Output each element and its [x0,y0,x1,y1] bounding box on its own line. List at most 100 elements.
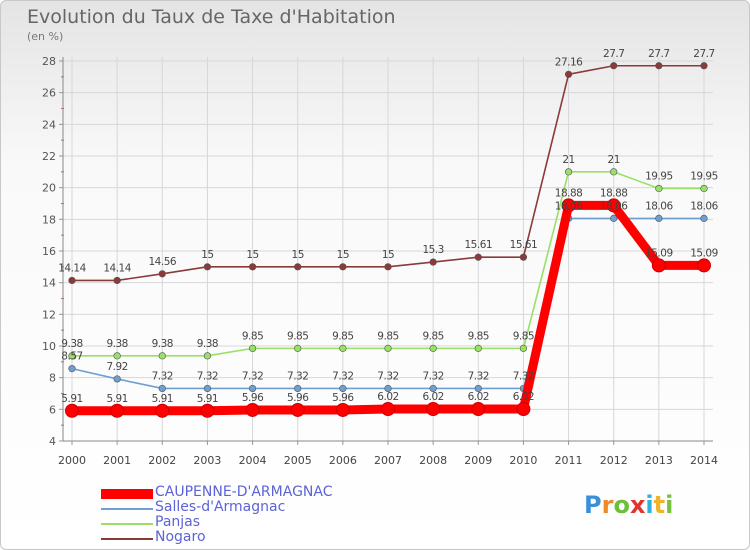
y-tick-label: 16 [42,245,56,258]
data-label-panjas: 9.85 [242,330,263,342]
chart-subtitle: (en %) [27,30,64,43]
x-tick-label: 2006 [329,454,357,467]
y-tick-label: 14 [42,277,56,290]
data-label-panjas: 9.38 [61,338,82,350]
point-salles [68,365,76,373]
y-tick-label: 12 [42,308,56,321]
data-label-panjas: 21 [608,154,620,166]
point-salles [339,384,347,393]
point-caupenne [245,402,260,417]
point-caupenne [155,403,170,418]
point-panjas [700,184,708,193]
logo-letter: r [601,491,614,519]
point-panjas [248,344,257,352]
point-nogaro [203,263,212,271]
point-caupenne [110,403,125,418]
data-label-panjas: 9.38 [106,338,127,350]
data-label-salles: 18.06 [690,200,718,212]
logo-letter: i [665,491,674,519]
point-nogaro [294,263,302,271]
data-label-nogaro: 27.16 [555,56,583,68]
data-label-salles: 7.32 [332,370,353,382]
data-label-salles: 7.32 [377,370,398,382]
point-nogaro [610,62,618,70]
point-salles [294,384,302,393]
data-label-panjas: 9.85 [513,330,534,342]
point-salles [158,384,166,393]
data-label-salles: 18.06 [600,200,628,212]
data-label-caupenne: 5.96 [242,392,264,404]
point-panjas [429,344,437,352]
point-caupenne [471,402,486,417]
logo-letter: t [653,491,666,519]
point-nogaro [384,263,392,271]
data-label-panjas: 9.85 [422,330,443,342]
y-tick-label: 8 [49,372,56,385]
x-tick-label: 2004 [239,454,267,467]
point-nogaro [474,253,482,261]
point-caupenne [381,402,395,417]
legend-swatch-panjas [101,523,153,525]
point-caupenne [426,402,441,417]
point-caupenne [516,402,531,417]
point-panjas [68,352,76,360]
data-label-panjas: 9.85 [287,330,308,342]
logo-letter: i [645,491,654,519]
data-label-caupenne: 5.96 [287,392,309,404]
data-label-salles: 7.32 [197,370,218,382]
data-label-caupenne: 6.02 [377,391,398,403]
data-label-salles: 7.32 [152,370,173,382]
point-caupenne [606,198,621,213]
data-label-panjas: 9.38 [152,338,173,350]
point-panjas [610,168,618,176]
point-salles [113,375,121,383]
point-nogaro [113,276,121,285]
data-label-caupenne: 6.02 [513,391,534,403]
data-label-salles: 18.06 [645,200,673,212]
data-label-panjas: 21 [562,154,574,166]
data-label-nogaro: 14.14 [58,262,86,274]
point-caupenne [335,402,350,417]
data-label-caupenne: 5.91 [197,393,218,405]
data-label-panjas: 19.95 [690,170,718,182]
data-label-caupenne: 5.91 [152,393,173,405]
x-tick-label: 2007 [374,454,402,467]
legend-swatch-nogaro [101,538,153,540]
point-panjas [564,168,573,176]
point-nogaro [158,270,166,278]
data-label-caupenne: 18.88 [600,187,628,199]
point-nogaro [564,70,573,78]
data-label-nogaro: 15 [337,249,349,261]
point-caupenne [651,258,666,273]
point-panjas [113,352,121,360]
x-tick-label: 2009 [464,454,492,467]
y-tick-label: 6 [49,403,56,416]
data-label-panjas: 9.38 [197,338,218,350]
point-salles [384,384,392,393]
data-label-caupenne: 6.02 [422,391,443,403]
point-salles [655,214,663,222]
x-tick-label: 2013 [645,454,673,467]
point-panjas [158,352,166,360]
data-label-panjas: 19.95 [645,170,673,182]
y-tick-label: 20 [42,182,56,195]
y-tick-label: 4 [49,435,56,448]
point-panjas [294,344,302,352]
y-tick-label: 24 [42,118,56,131]
x-tick-label: 2014 [690,454,718,467]
x-tick-label: 2003 [193,454,221,467]
point-caupenne [65,403,79,418]
x-tick-label: 2012 [600,454,628,467]
data-label-nogaro: 15 [246,249,258,261]
point-caupenne [697,258,711,273]
data-label-nogaro: 27.7 [603,48,624,60]
data-label-salles: 7.32 [422,370,443,382]
legend-swatch-salles [101,508,153,510]
point-nogaro [519,253,528,261]
point-panjas [384,344,392,352]
x-tick-label: 2005 [284,454,312,467]
point-nogaro [68,276,76,285]
y-tick-label: 28 [42,55,56,68]
legend-swatch-caupenne [101,489,153,499]
